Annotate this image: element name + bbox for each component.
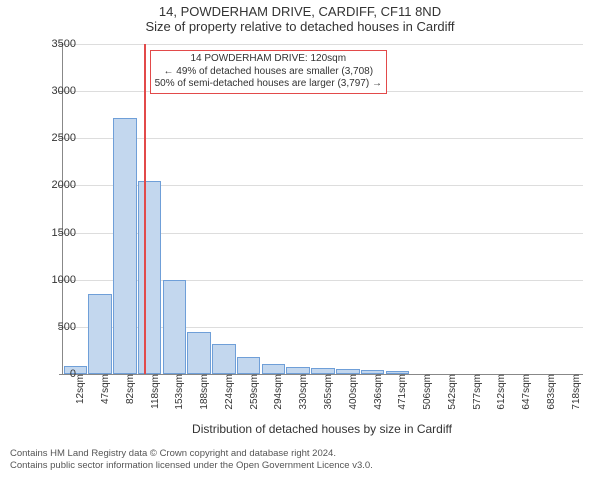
- annotation-line: 50% of semi-detached houses are larger (…: [155, 78, 382, 91]
- footer-line-1: Contains HM Land Registry data © Crown c…: [10, 448, 590, 460]
- annotation-box: 14 POWDERHAM DRIVE: 120sqm← 49% of detac…: [150, 50, 387, 94]
- ytick-label: 0: [42, 368, 76, 380]
- xtick-label: 542sqm: [447, 374, 458, 410]
- xtick-label: 47sqm: [100, 374, 111, 404]
- histogram-bar: [113, 118, 137, 374]
- histogram-bar: [187, 332, 211, 374]
- histogram-bar: [88, 294, 112, 374]
- ytick-label: 3000: [42, 85, 76, 97]
- xtick-label: 259sqm: [249, 374, 260, 410]
- histogram-bar: [212, 344, 236, 374]
- ytick-label: 1000: [42, 274, 76, 286]
- xtick-label: 400sqm: [348, 374, 359, 410]
- x-axis-label: Distribution of detached houses by size …: [62, 422, 582, 436]
- chart-titles: 14, POWDERHAM DRIVE, CARDIFF, CF11 8ND S…: [0, 0, 600, 34]
- xtick-label: 577sqm: [472, 374, 483, 410]
- annotation-line: ← 49% of detached houses are smaller (3,…: [155, 66, 382, 79]
- reference-line: [144, 44, 146, 374]
- xtick-label: 506sqm: [422, 374, 433, 410]
- histogram-bar: [138, 181, 162, 374]
- xtick-label: 224sqm: [224, 374, 235, 410]
- xtick-label: 683sqm: [546, 374, 557, 410]
- plot-region: 12sqm47sqm82sqm118sqm153sqm188sqm224sqm2…: [62, 44, 583, 375]
- footer-line-2: Contains public sector information licen…: [10, 460, 590, 472]
- xtick-label: 471sqm: [397, 374, 408, 410]
- ytick-label: 1500: [42, 227, 76, 239]
- xtick-label: 82sqm: [125, 374, 136, 404]
- ytick-label: 2500: [42, 132, 76, 144]
- xtick-label: 330sqm: [298, 374, 309, 410]
- annotation-line: 14 POWDERHAM DRIVE: 120sqm: [155, 53, 382, 66]
- xtick-label: 118sqm: [150, 374, 161, 409]
- xtick-label: 647sqm: [521, 374, 532, 410]
- histogram-bar: [237, 357, 261, 374]
- ytick-label: 2000: [42, 179, 76, 191]
- xtick-label: 188sqm: [199, 374, 210, 410]
- xtick-label: 153sqm: [174, 374, 185, 410]
- histogram-bar: [286, 367, 310, 374]
- histogram-bar: [163, 280, 187, 374]
- chart-area: Number of detached properties 12sqm47sqm…: [0, 34, 600, 444]
- title-sub: Size of property relative to detached ho…: [0, 19, 600, 34]
- histogram-bar: [262, 364, 286, 374]
- title-main: 14, POWDERHAM DRIVE, CARDIFF, CF11 8ND: [0, 4, 600, 19]
- gridline: [63, 44, 583, 45]
- ytick-label: 500: [42, 321, 76, 333]
- xtick-label: 294sqm: [273, 374, 284, 410]
- gridline: [63, 138, 583, 139]
- ytick-label: 3500: [42, 38, 76, 50]
- xtick-label: 365sqm: [323, 374, 334, 410]
- xtick-label: 436sqm: [373, 374, 384, 410]
- footer: Contains HM Land Registry data © Crown c…: [0, 444, 600, 473]
- xtick-label: 612sqm: [496, 374, 507, 410]
- xtick-label: 718sqm: [571, 374, 582, 410]
- xtick-label: 12sqm: [75, 374, 86, 404]
